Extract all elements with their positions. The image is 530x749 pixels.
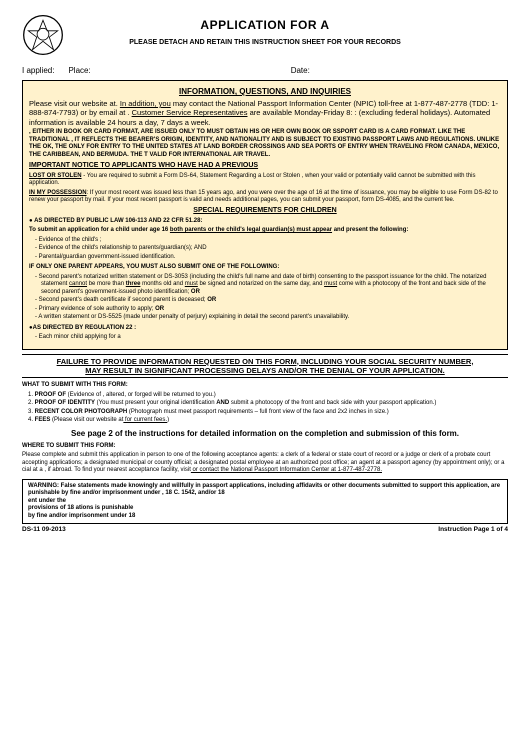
page-indicator: Instruction Page 1 of 4 [438,526,508,534]
t: PROOF OF IDENTITY [35,400,95,406]
submit-list: 1. PROOF OF (Evidence of , altered, or f… [28,392,508,425]
form-number: DS-11 09-2013 [22,526,66,534]
t: OR [207,297,216,303]
t: RECENT COLOR PHOTOGRAPH [35,409,128,415]
t: AND [216,400,229,406]
list-item: - Each minor child applying for a [35,334,501,342]
info-title: INFORMATION, QUESTIONS, AND INQUIRIES [29,87,501,97]
t: - Second parent's death certificate if s… [35,297,207,303]
t: 1. [28,392,35,398]
failure-l2: MAY RESULT IN SIGNIFICANT PROCESSING DEL… [22,366,508,375]
applied-label: I applied: [22,66,54,76]
list-item: 3. RECENT COLOR PHOTOGRAPH (Photograph m… [28,409,508,417]
t: cannot [69,281,87,287]
warning-box: WARNING: False statements made knowingly… [22,479,508,525]
notice-title: IMPORTANT NOTICE TO APPLICANTS WHO HAVE … [29,162,501,171]
t: - Primary evidence of sole authority to … [35,306,155,312]
special-title: SPECIAL REQUIREMENTS FOR CHILDREN [29,207,501,216]
see-page2: See page 2 of the instructions for detai… [22,429,508,439]
t: 3. [28,409,35,415]
reg22: ●AS DIRECTED BY REGULATION 22 : [29,325,501,333]
t: may contact the National Passport Inform… [173,99,412,108]
t: or by email at . [80,108,129,117]
list-item: - Evidence of the child's ; [35,237,501,245]
list-item: 4. FEES (Please visit our website at for… [28,417,508,425]
list-item: - Primary evidence of sole authority to … [35,306,501,314]
t: be signed and notarized on the same day,… [198,281,324,287]
t: three [126,281,141,287]
law-label: ● AS DIRECTED BY PUBLIC LAW 106-113 AND … [29,218,501,226]
t: 4. [28,417,35,423]
t: (You must present your original identifi… [95,400,216,406]
t: 2. [28,400,35,406]
t: for current fees. [123,417,167,423]
list-item: 2. PROOF OF IDENTITY (You must present y… [28,400,508,408]
t: months old and [140,281,184,287]
warn-l1: WARNING: False statements made knowingly… [28,483,502,498]
t: ) [167,417,169,423]
failure-l1: FAILURE TO PROVIDE INFORMATION REQUESTED… [22,357,508,366]
t: PROOF OF [35,392,66,398]
main-title: APPLICATION FOR A [22,18,508,33]
form-page: APPLICATION FOR A PLEASE DETACH AND RETA… [0,0,530,749]
list-item: - Second parent's death certificate if s… [35,297,501,305]
t: Customer Service Representatives [132,108,248,117]
poss-label: IN MY POSSESSION [29,190,87,196]
reg22-list: - Each minor child applying for a [35,334,501,342]
t: (Please visit our website at [50,417,123,423]
oneparent-title: IF ONLY ONE PARENT APPEARS, YOU MUST ALS… [29,264,501,272]
where-submit-title: WHERE TO SUBMIT THIS FORM: [22,443,508,451]
t: submit a photocopy of the front and back… [229,400,436,406]
footer: DS-11 09-2013 Instruction Page 1 of 4 [22,526,508,534]
format-para: , EITHER IN BOOK OR CARD FORMAT, ARE ISS… [29,129,501,159]
t: OR [155,306,164,312]
t: must [185,281,198,287]
warn-l2: ent under the [28,498,502,506]
applied-row: I applied: Place: Date: [22,66,508,76]
place-label: Place: [68,66,90,76]
info-para-1: Please visit our website at. In addition… [29,99,501,127]
lost-para: LOST OR STOLEN - You are required to sub… [29,173,501,188]
t: must [324,281,337,287]
t: Please visit our website at. [29,99,118,108]
title-block: APPLICATION FOR A PLEASE DETACH AND RETA… [22,18,508,48]
list-item: - Evidence of the child's relationship t… [35,245,501,253]
t: or contact the National Passport Informa… [191,467,382,473]
t: be more than [87,281,126,287]
warn-l4: by fine and/or imprisonment under 18 [28,513,502,521]
child-intro: To submit an application for a child und… [29,227,501,235]
what-submit-title: WHAT TO SUBMIT WITH THIS FORM: [22,382,508,390]
sub-title: PLEASE DETACH AND RETAIN THIS INSTRUCTIO… [22,39,508,48]
header: APPLICATION FOR A PLEASE DETACH AND RETA… [22,18,508,56]
list-item: 1. PROOF OF (Evidence of , altered, or f… [28,392,508,400]
poss-para: IN MY POSSESSION: If your most recent wa… [29,190,501,205]
oneparent-list: - Second parent's notarized written stat… [35,274,501,322]
t: : If your most recent was issued less th… [29,190,498,204]
t: (Evidence of , altered, or forged will b… [66,392,216,398]
t: OR [191,289,200,295]
failure-bar: FAILURE TO PROVIDE INFORMATION REQUESTED… [22,354,508,379]
list-item: - A written statement or DS-5525 (made u… [35,314,501,322]
warn-l3: provisions of 18 ations is punishable [28,505,502,513]
info-box: INFORMATION, QUESTIONS, AND INQUIRIES Pl… [22,80,508,350]
t: In addition, you [120,99,171,108]
t: and present the following: [334,227,409,233]
t: To submit an application for a child und… [29,227,168,233]
t: - Evidence of the child's relationship t… [35,245,207,251]
child-list: - Evidence of the child's ; - Evidence o… [35,237,501,262]
t: (Photograph must meet passport requireme… [127,409,388,415]
list-item: - Parental/guardian government-issued id… [35,254,501,262]
date-label: Date: [291,66,310,76]
lost-label: LOST OR STOLEN [29,173,82,179]
where-para: Please complete and submit this applicat… [22,452,508,475]
t: FEES [35,417,51,423]
phone: 1-877-487-2778 [414,99,467,108]
t: both parents or the child's legal guardi… [170,227,332,233]
t: - You are required to submit a Form DS-6… [29,173,475,187]
list-item: - Second parent's notarized written stat… [35,274,501,297]
